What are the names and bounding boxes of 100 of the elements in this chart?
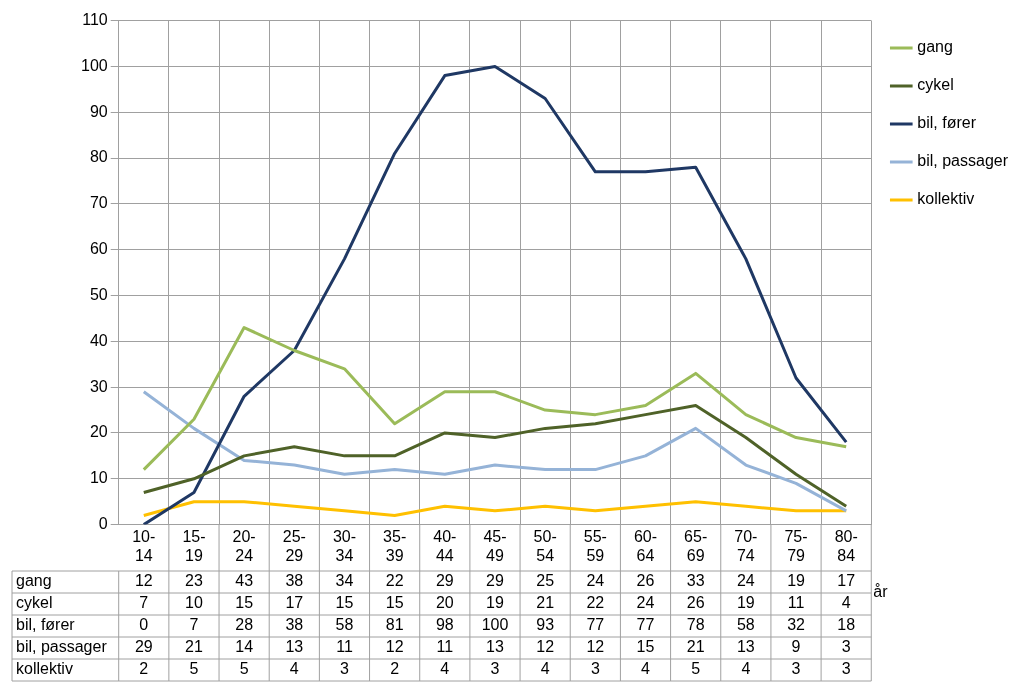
data-label: 32 [787,616,806,634]
x-tick-label: 50-54 [533,527,557,564]
data-label: 12 [134,572,153,590]
data-label: 3 [340,660,350,678]
data-label: 77 [636,616,655,634]
data-label: 10 [185,594,203,612]
y-tick-label: 0 [98,515,108,533]
text: bil, passager [16,638,107,656]
data-label: 21 [185,638,203,656]
data-label: 15 [235,594,254,612]
y-tick-label: 90 [89,102,108,120]
data-label: 38 [285,572,304,590]
data-label: 4 [540,660,550,678]
data-label: 13 [736,638,755,656]
x-tick-label: 75-79 [784,527,808,564]
x-tick-label: 35-39 [383,527,407,564]
y-tick-label: 70 [89,194,108,212]
data-label: 3 [490,660,500,678]
data-label: 4 [741,660,751,678]
data-label: 22 [586,594,605,612]
y-tick-label: 50 [89,285,108,303]
data-label: 0 [139,616,149,634]
data-label: 26 [686,594,705,612]
data-label: 11 [336,638,353,656]
data-label: 14 [235,638,254,656]
data-label: 21 [536,594,555,612]
text: bil, fører [16,616,75,634]
legend-label: kollektiv [917,190,975,208]
data-label: 3 [841,638,851,656]
data-label: 98 [435,616,454,634]
data-label: 29 [134,638,153,656]
data-label: 19 [736,594,755,612]
data-label: 12 [536,638,555,656]
data-label: 33 [686,572,705,590]
data-label: 13 [285,638,304,656]
data-label: 12 [586,638,605,656]
data-label: 18 [837,616,856,634]
x-tick-label: 70-74 [734,527,758,564]
x-tick-label: 20-24 [232,527,256,564]
y-tick-label: 60 [89,240,108,258]
data-label: 17 [837,572,856,590]
data-label: 29 [435,572,454,590]
data-label: 77 [586,616,605,634]
data-label: 4 [841,594,851,612]
data-label: 4 [641,660,651,678]
x-tick-label: 55-59 [583,527,607,564]
data-label: 11 [787,594,805,612]
data-label: 3 [590,660,600,678]
data-label: 11 [436,638,454,656]
data-label: 17 [285,594,304,612]
x-tick-label: 40-44 [433,527,457,564]
data-label: 7 [139,594,149,612]
data-label: 24 [586,572,605,590]
data-label: 2 [390,660,400,678]
data-label: 3 [791,660,801,678]
legend-label: bil, fører [917,114,977,132]
data-label: 22 [385,572,404,590]
x-tick-label: 10-14 [132,527,156,564]
data-label: 26 [636,572,655,590]
data-label: 58 [736,616,755,634]
data-label: 78 [686,616,705,634]
x-tick-label: 65-69 [684,527,708,564]
data-label: 15 [636,638,655,656]
data-label: 7 [189,616,199,634]
data-label: 29 [486,572,504,590]
data-label: 34 [335,572,354,590]
data-label: 43 [235,572,254,590]
data-label: 23 [185,572,203,590]
y-tick-label: 110 [82,11,108,29]
data-label: 58 [335,616,354,634]
x-tick-label: 60-64 [633,527,658,564]
data-label: 100 [481,616,509,634]
data-label: 3 [841,660,851,678]
data-label: 21 [686,638,705,656]
legend-label: gang [917,38,953,56]
data-label: 12 [385,638,404,656]
x-tick-label: 45-49 [483,527,507,564]
y-tick-label: 80 [89,148,108,166]
data-label: 24 [736,572,755,590]
data-label: 5 [189,660,199,678]
data-label: 2 [139,660,149,678]
x-tick-label: 80-84 [834,527,858,564]
data-label: 93 [536,616,555,634]
data-label: 5 [691,660,701,678]
text: kollektiv [16,660,73,678]
legend-label: bil, passager [917,152,1009,170]
data-label: 81 [385,616,404,634]
data-label: 9 [791,638,801,656]
y-tick-label: 10 [89,469,108,487]
data-label: 25 [536,572,555,590]
y-tick-label: 40 [89,331,108,349]
text: cykel [16,594,53,612]
data-label: 5 [239,660,249,678]
text: gang [16,572,52,590]
data-label: 4 [289,660,299,678]
data-label: 28 [235,616,254,634]
x-tick-label: 15-19 [182,527,206,564]
y-tick-label: 100 [80,56,108,74]
data-label: 13 [486,638,504,656]
data-label: 4 [440,660,450,678]
